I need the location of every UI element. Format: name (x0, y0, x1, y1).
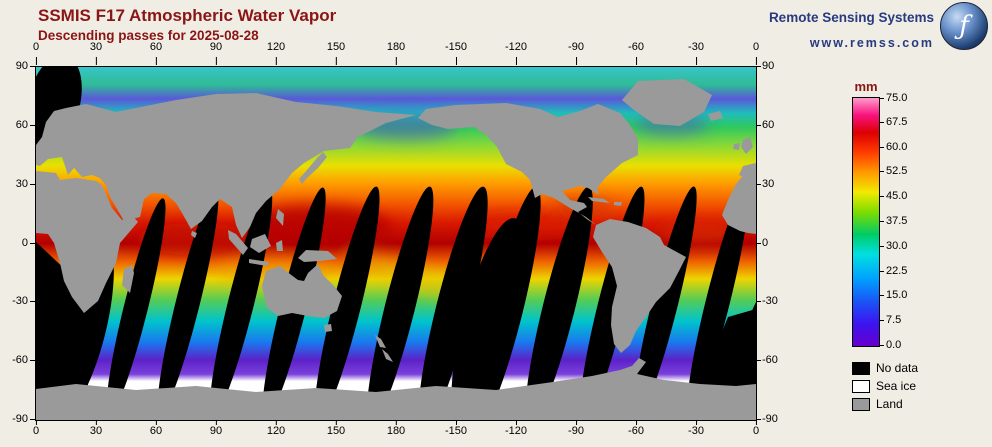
colorbar-tick: 52.5 (878, 165, 908, 177)
lon-tick-top: 90 (209, 41, 223, 65)
colorbar-unit-label: mm (854, 79, 878, 94)
land-mask (36, 79, 756, 420)
lon-tick-top: -150 (444, 41, 468, 65)
lat-tick-left: 0 (0, 237, 35, 249)
lon-tick-top: 0 (752, 41, 760, 65)
page-title: SSMIS F17 Atmospheric Water Vapor (38, 6, 337, 25)
lon-tick-bottom: 60 (149, 420, 163, 437)
colorbar-tick: 45.0 (878, 190, 908, 202)
lat-tick-right: 30 (755, 178, 775, 190)
lon-tick-top: 0 (32, 41, 40, 65)
legend-label: Land (876, 397, 903, 411)
lat-tick-left: 60 (0, 119, 35, 131)
colorbar-tick: 67.5 (878, 116, 908, 128)
lat-tick-right: -90 (756, 413, 778, 425)
lon-tick-top: -120 (504, 41, 528, 65)
lon-tick-top: 120 (266, 41, 286, 65)
lon-tick-bottom: -90 (568, 420, 584, 437)
lon-tick-bottom: 120 (266, 420, 286, 437)
lon-tick-bottom: 150 (326, 420, 346, 437)
water-vapor-map-svg (36, 67, 756, 420)
lat-tick-right: -60 (756, 354, 778, 366)
colorbar-tick: 30.0 (878, 240, 908, 252)
lon-tick-bottom: 0 (752, 420, 760, 437)
lon-tick-bottom: -150 (444, 420, 468, 437)
lon-tick-top: -60 (628, 41, 644, 65)
legend-label: No data (876, 361, 919, 375)
lat-tick-right: 90 (755, 60, 775, 72)
lat-tick-left: -30 (0, 295, 35, 307)
sea-ice-swatch (852, 379, 870, 393)
brand-name: Remote Sensing Systems (768, 10, 934, 25)
colorbar-tick: 15.0 (878, 289, 908, 301)
colorbar: 75.0 67.5 60.0 52.5 45.0 37.5 30.0 22.5 … (852, 92, 942, 351)
legend-item-land: Land (852, 397, 918, 411)
lon-tick-top: -90 (568, 41, 584, 65)
colorbar-tick: 60.0 (878, 141, 908, 153)
colorbar-tick: 75.0 (878, 92, 908, 104)
legend-item-no-data: No data (852, 361, 918, 375)
land-swatch (852, 397, 870, 411)
page-subtitle: Descending passes for 2025-08-28 (38, 28, 259, 43)
lon-tick-bottom: 30 (89, 420, 103, 437)
lon-tick-top: 180 (386, 41, 406, 65)
lat-tick-left: -60 (0, 354, 35, 366)
lon-tick-top: 30 (89, 41, 103, 65)
map-legend: No data Sea ice Land (852, 361, 918, 415)
colorbar-tick: 22.5 (878, 265, 908, 277)
rss-globe-logo-icon: ƒ (940, 2, 988, 50)
legend-label: Sea ice (876, 379, 917, 393)
lat-tick-right: 0 (755, 237, 769, 249)
lat-tick-right: -30 (756, 295, 778, 307)
lat-tick-left: 30 (0, 178, 35, 190)
lon-tick-bottom: 90 (209, 420, 223, 437)
lon-tick-bottom: -120 (504, 420, 528, 437)
globe-glyph: ƒ (959, 11, 969, 41)
colorbar-tick: 37.5 (878, 215, 908, 227)
colorbar-gradient (852, 97, 880, 347)
lon-tick-bottom: -30 (688, 420, 704, 437)
no-data-swatch (852, 361, 870, 375)
lon-tick-top: -30 (688, 41, 704, 65)
lon-tick-top: 60 (149, 41, 163, 65)
lat-tick-left: -90 (0, 413, 35, 425)
colorbar-tick: 7.5 (878, 314, 902, 326)
lat-tick-right: 60 (755, 119, 775, 131)
lon-tick-bottom: 180 (386, 420, 406, 437)
colorbar-tick: 0.0 (878, 339, 902, 351)
legend-item-sea-ice: Sea ice (852, 379, 918, 393)
world-map (35, 66, 757, 421)
lat-tick-left: 90 (0, 60, 35, 72)
brand-url-link[interactable]: www.remss.com (809, 36, 934, 50)
lon-tick-bottom: 0 (32, 420, 40, 437)
lon-tick-top: 150 (326, 41, 346, 65)
lon-tick-bottom: -60 (628, 420, 644, 437)
